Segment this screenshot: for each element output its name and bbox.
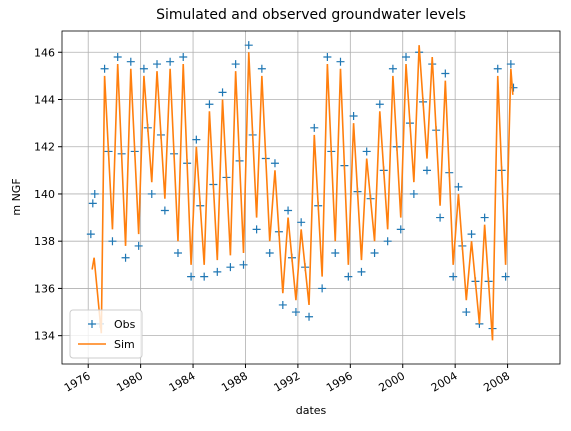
legend-box: [69, 309, 143, 359]
obs-marker: [357, 267, 366, 276]
obs-marker: [200, 272, 209, 281]
x-tick-label: 1980: [114, 369, 145, 394]
obs-marker: [113, 52, 122, 61]
obs-marker: [205, 100, 214, 109]
x-tick-label: 2004: [429, 369, 460, 394]
y-tick-label: 146: [34, 46, 55, 59]
obs-marker: [88, 199, 97, 208]
obs-marker: [90, 189, 99, 198]
x-tick-label: 1988: [219, 369, 250, 394]
x-tick-label: 1996: [324, 369, 355, 394]
chart-title: Simulated and observed groundwater level…: [156, 7, 466, 23]
legend-marker: [88, 320, 96, 328]
obs-marker: [244, 41, 253, 50]
obs-marker: [375, 100, 384, 109]
x-tick-label: 1984: [167, 369, 198, 394]
obs-marker: [278, 300, 287, 309]
obs-marker: [305, 312, 314, 321]
obs-marker: [449, 272, 458, 281]
y-tick-label: 138: [34, 235, 55, 248]
obs-marker: [213, 267, 222, 276]
obs-marker: [86, 230, 95, 239]
legend-label: Sim: [114, 338, 135, 351]
obs-marker: [252, 225, 261, 234]
obs-marker: [166, 57, 175, 66]
x-tick-label: 1992: [272, 369, 303, 394]
y-axis-label: m NGF: [10, 178, 23, 215]
obs-marker: [370, 249, 379, 257]
obs-marker: [257, 64, 266, 73]
obs-marker: [436, 213, 445, 222]
obs-marker: [226, 263, 235, 272]
obs-marker: [147, 189, 156, 198]
obs-marker: [467, 230, 476, 239]
obs-marker: [454, 182, 463, 191]
obs-marker: [422, 166, 431, 175]
x-tick-label: 2000: [376, 369, 407, 394]
plot-frame: [61, 30, 561, 365]
obs-marker: [493, 64, 502, 73]
obs-marker: [270, 159, 279, 168]
sim-line: [91, 45, 514, 341]
obs-marker: [297, 218, 306, 227]
obs-marker: [100, 64, 109, 73]
x-tick-label: 1976: [62, 369, 93, 394]
obs-marker: [108, 237, 117, 246]
y-tick-label: 140: [34, 188, 55, 201]
obs-marker: [402, 52, 411, 61]
obs-marker: [291, 308, 300, 317]
obs-marker: [336, 57, 345, 66]
obs-marker: [179, 52, 188, 61]
obs-marker: [239, 260, 248, 269]
obs-marker: [441, 69, 450, 78]
obs-marker: [121, 253, 130, 262]
y-tick-label: 136: [34, 282, 55, 295]
obs-marker: [192, 135, 201, 144]
obs-marker: [126, 57, 135, 66]
obs-marker: [388, 64, 397, 73]
obs-marker: [187, 272, 196, 281]
obs-marker: [134, 241, 143, 250]
obs-marker: [344, 272, 353, 281]
obs-marker: [409, 189, 418, 198]
obs-marker: [284, 206, 293, 215]
obs-marker: [323, 52, 332, 61]
obs-marker: [396, 225, 405, 234]
y-tick-label: 144: [34, 93, 55, 106]
obs-marker: [362, 147, 371, 156]
legend-label: Obs: [114, 318, 136, 331]
obs-marker: [218, 88, 227, 97]
obs-marker: [501, 272, 510, 281]
obs-marker: [318, 284, 327, 293]
obs-marker: [139, 64, 148, 73]
obs-marker: [173, 249, 182, 257]
obs-marker: [231, 60, 240, 69]
obs-marker: [462, 308, 471, 317]
obs-marker: [160, 206, 169, 215]
obs-marker: [480, 213, 489, 222]
obs-marker: [265, 249, 274, 257]
obs-marker: [506, 60, 515, 69]
x-axis-label: dates: [296, 404, 327, 417]
obs-marker: [331, 249, 340, 257]
obs-marker: [383, 237, 392, 246]
y-tick-label: 142: [34, 141, 55, 154]
obs-marker: [310, 123, 319, 132]
obs-marker: [349, 112, 358, 121]
obs-marker: [153, 60, 162, 69]
y-tick-label: 134: [34, 330, 55, 343]
x-tick-label: 2008: [481, 369, 512, 394]
